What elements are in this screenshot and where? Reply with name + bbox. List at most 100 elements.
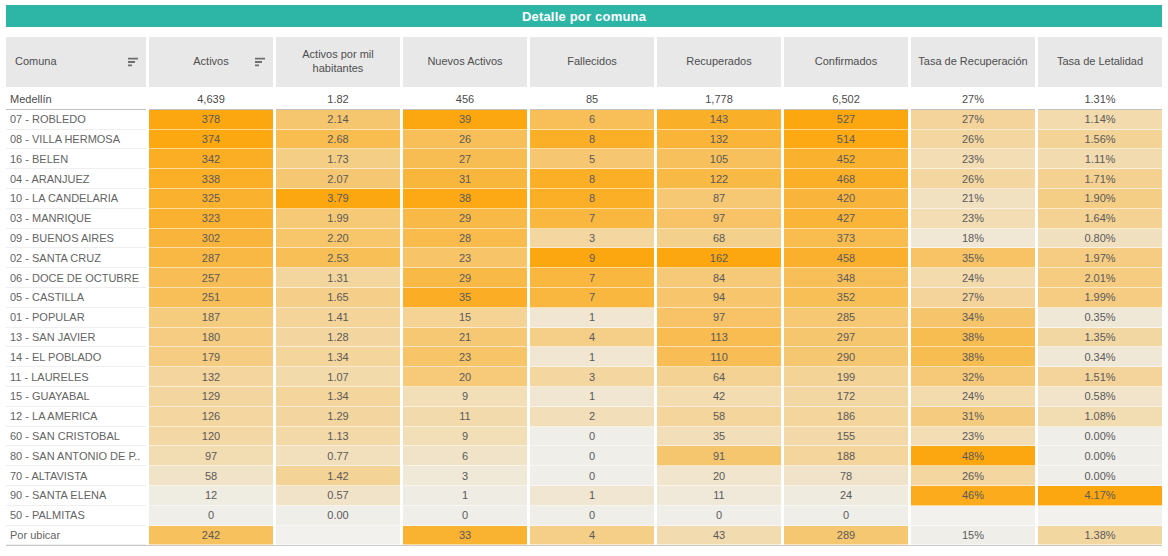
heat-cell[interactable]: 290 [784, 347, 908, 367]
heat-cell[interactable]: 46% [911, 486, 1035, 506]
column-header-comuna[interactable]: Comuna [6, 37, 146, 87]
heat-cell[interactable]: 15 [403, 308, 527, 328]
heat-cell[interactable]: 514 [784, 130, 908, 150]
heat-cell[interactable]: 1.11% [1038, 149, 1162, 169]
heat-cell[interactable]: 27 [403, 149, 527, 169]
heat-cell[interactable]: 38% [911, 347, 1035, 367]
heat-cell[interactable]: 20 [403, 367, 527, 387]
heat-cell[interactable]: 302 [149, 229, 273, 249]
row-label[interactable]: 80 - SAN ANTONIO DE P.. [6, 446, 146, 466]
heat-cell[interactable]: 0 [657, 506, 781, 526]
heat-cell[interactable]: 23% [911, 427, 1035, 447]
heat-cell[interactable]: 1 [530, 347, 654, 367]
row-label[interactable]: 08 - VILLA HERMOSA [6, 130, 146, 150]
heat-cell[interactable]: 8 [530, 189, 654, 209]
total-cell-activos[interactable]: 4,639 [149, 90, 273, 110]
heat-cell[interactable]: 0.00% [1038, 427, 1162, 447]
heat-cell[interactable]: 32% [911, 367, 1035, 387]
heat-cell[interactable]: 0 [530, 506, 654, 526]
heat-cell[interactable]: 29 [403, 209, 527, 229]
heat-cell[interactable]: 4 [530, 328, 654, 348]
heat-cell[interactable]: 179 [149, 347, 273, 367]
heat-cell[interactable]: 4.17% [1038, 486, 1162, 506]
heat-cell[interactable]: 1 [530, 308, 654, 328]
heat-cell[interactable]: 1.34 [276, 387, 400, 407]
heat-cell[interactable]: 9 [403, 427, 527, 447]
heat-cell[interactable]: 58 [149, 466, 273, 486]
column-header-activos[interactable]: Activos [149, 37, 273, 87]
heat-cell[interactable]: 527 [784, 110, 908, 130]
heat-cell[interactable]: 29 [403, 268, 527, 288]
heat-cell[interactable]: 113 [657, 328, 781, 348]
heat-cell[interactable]: 26 [403, 130, 527, 150]
heat-cell[interactable]: 34% [911, 308, 1035, 328]
heat-cell[interactable]: 33 [403, 526, 527, 546]
heat-cell[interactable]: 1.41 [276, 308, 400, 328]
heat-cell[interactable]: 0.35% [1038, 308, 1162, 328]
heat-cell[interactable]: 0 [784, 506, 908, 526]
heat-cell[interactable]: 26% [911, 130, 1035, 150]
heat-cell[interactable]: 27% [911, 288, 1035, 308]
heat-cell[interactable]: 6 [530, 110, 654, 130]
heat-cell[interactable]: 27% [911, 110, 1035, 130]
heat-cell[interactable]: 0.00% [1038, 446, 1162, 466]
heat-cell[interactable]: 0.34% [1038, 347, 1162, 367]
heat-cell[interactable]: 0.80% [1038, 229, 1162, 249]
heat-cell[interactable]: 452 [784, 149, 908, 169]
heat-cell[interactable]: 24 [784, 486, 908, 506]
heat-cell[interactable]: 378 [149, 110, 273, 130]
row-label[interactable]: 05 - CASTILLA [6, 288, 146, 308]
heat-cell[interactable]: 11 [657, 486, 781, 506]
heat-cell[interactable]: 1.90% [1038, 189, 1162, 209]
heat-cell[interactable]: 323 [149, 209, 273, 229]
heat-cell[interactable]: 9 [403, 387, 527, 407]
heat-cell[interactable]: 1.42 [276, 466, 400, 486]
heat-cell[interactable]: 0 [530, 446, 654, 466]
heat-cell[interactable]: 18% [911, 229, 1035, 249]
heat-cell[interactable]: 287 [149, 248, 273, 268]
heat-cell[interactable]: 325 [149, 189, 273, 209]
heat-cell[interactable]: 0 [403, 506, 527, 526]
heat-cell[interactable]: 94 [657, 288, 781, 308]
heat-cell[interactable]: 23 [403, 347, 527, 367]
heat-cell[interactable]: 7 [530, 209, 654, 229]
heat-cell[interactable]: 338 [149, 169, 273, 189]
total-cell-recuperados[interactable]: 1,778 [657, 90, 781, 110]
heat-cell[interactable]: 9 [530, 248, 654, 268]
heat-cell[interactable]: 1.29 [276, 407, 400, 427]
row-label[interactable]: 07 - ROBLEDO [6, 110, 146, 130]
row-label[interactable]: 90 - SANTA ELENA [6, 486, 146, 506]
heat-cell[interactable]: 374 [149, 130, 273, 150]
heat-cell[interactable]: 0 [530, 466, 654, 486]
heat-cell[interactable]: 24% [911, 268, 1035, 288]
heat-cell[interactable]: 1.56% [1038, 130, 1162, 150]
heat-cell[interactable]: 35 [657, 427, 781, 447]
heat-cell[interactable]: 26% [911, 466, 1035, 486]
heat-cell[interactable]: 1 [530, 486, 654, 506]
heat-cell[interactable] [276, 526, 400, 546]
row-label[interactable]: Por ubicar [6, 526, 146, 546]
heat-cell[interactable]: 97 [657, 209, 781, 229]
heat-cell[interactable]: 1.07 [276, 367, 400, 387]
heat-cell[interactable]: 23% [911, 149, 1035, 169]
sort-descending-icon[interactable] [255, 58, 266, 67]
heat-cell[interactable]: 1.31 [276, 268, 400, 288]
heat-cell[interactable]: 2.07 [276, 169, 400, 189]
heat-cell[interactable]: 297 [784, 328, 908, 348]
heat-cell[interactable]: 420 [784, 189, 908, 209]
row-label[interactable]: 15 - GUAYABAL [6, 387, 146, 407]
heat-cell[interactable]: 24% [911, 387, 1035, 407]
heat-cell[interactable]: 5 [530, 149, 654, 169]
heat-cell[interactable]: 251 [149, 288, 273, 308]
row-label[interactable]: 14 - EL POBLADO [6, 347, 146, 367]
heat-cell[interactable] [911, 506, 1035, 526]
total-cell-tasa-recuperacion[interactable]: 27% [911, 90, 1035, 110]
heat-cell[interactable]: 1.97% [1038, 248, 1162, 268]
total-cell-nuevos-activos[interactable]: 456 [403, 90, 527, 110]
heat-cell[interactable]: 1.99% [1038, 288, 1162, 308]
heat-cell[interactable]: 2.53 [276, 248, 400, 268]
heat-cell[interactable]: 8 [530, 169, 654, 189]
column-header-recuperados[interactable]: Recuperados [657, 37, 781, 87]
heat-cell[interactable]: 2 [530, 407, 654, 427]
row-label[interactable]: 01 - POPULAR [6, 308, 146, 328]
